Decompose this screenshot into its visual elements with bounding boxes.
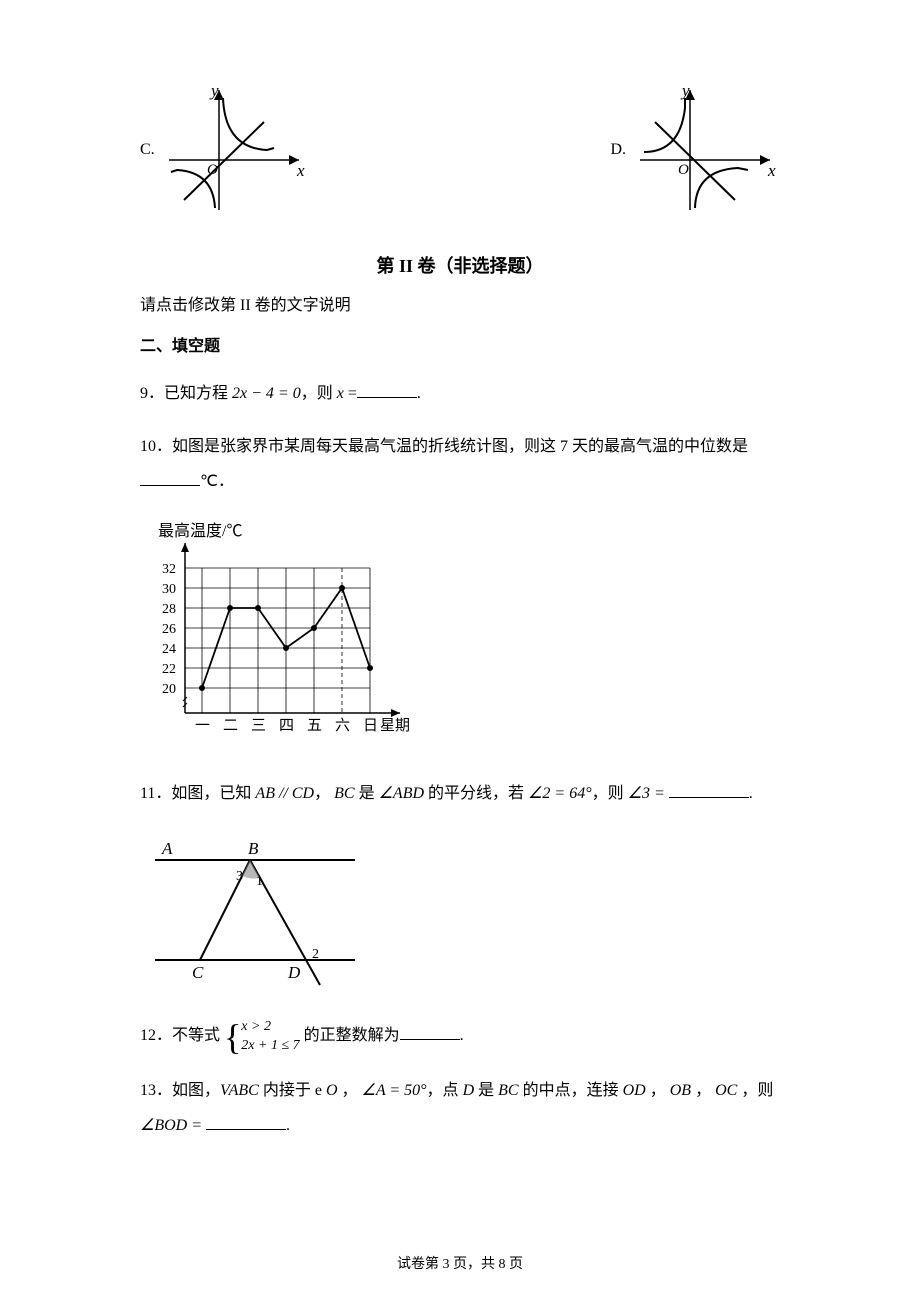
option-d-graph: y x O <box>630 80 780 220</box>
q13-oc: OC <box>715 1082 737 1099</box>
q9-expr: 2x − 4 = 0 <box>232 385 301 402</box>
svg-text:B: B <box>248 839 259 858</box>
q11-text-2: ， <box>314 785 334 802</box>
q12-blank <box>400 1021 460 1040</box>
temperature-chart: 最高温度/℃ 20 22 24 26 28 30 32 一 二 三 四 五 六 … <box>140 518 420 748</box>
q13-blank <box>206 1111 286 1130</box>
svg-text:六: 六 <box>335 717 350 734</box>
q12-text-1: 12．不等式 <box>140 1027 224 1044</box>
svg-text:3: 3 <box>236 869 243 884</box>
option-d: D. y x O <box>610 80 780 220</box>
svg-text:四: 四 <box>279 718 294 734</box>
q13-text-4: ，点 <box>427 1082 463 1099</box>
q13-text-8: ， <box>691 1082 715 1099</box>
svg-text:1: 1 <box>256 874 263 889</box>
svg-text:最高温度/℃: 最高温度/℃ <box>158 522 242 540</box>
q10-blank <box>140 467 200 486</box>
q11-seg1: AB // CD <box>255 785 314 802</box>
q13-od: OD <box>623 1082 646 1099</box>
q13-angleBOD: ∠BOD = <box>140 1117 206 1134</box>
option-c: C. y x O <box>140 80 309 220</box>
q9-text-3: = <box>344 385 357 402</box>
q13-text-3: ， <box>338 1082 362 1099</box>
q10-text-1: 10．如图是张家界市某周每天最高气温的折线统计图，则这 7 天的最高气温的中位数… <box>140 438 748 455</box>
svg-text:24: 24 <box>162 642 176 657</box>
svg-text:28: 28 <box>162 602 176 617</box>
svg-text:D: D <box>287 963 301 982</box>
q12-text-3: . <box>460 1027 464 1044</box>
options-row: C. y x O D. y x O <box>140 80 780 220</box>
q11-angle1: ∠ABD <box>379 785 424 802</box>
q13-text-9: ，则 <box>737 1082 773 1099</box>
svg-text:C: C <box>192 963 204 982</box>
q11-text-6: . <box>749 785 753 802</box>
svg-text:x: x <box>767 161 776 180</box>
svg-text:y: y <box>209 81 219 100</box>
svg-text:A: A <box>161 839 173 858</box>
parallel-lines-diagram: A B C D 3 1 2 <box>140 830 370 990</box>
svg-text:星期: 星期 <box>380 717 410 734</box>
fill-section-heading: 二、填空题 <box>140 333 780 362</box>
q13-seg: BC <box>498 1082 518 1099</box>
q13-text-6: 的中点，连接 <box>519 1082 623 1099</box>
svg-text:32: 32 <box>162 562 176 577</box>
svg-text:O: O <box>678 162 689 178</box>
q13-ptD: D <box>463 1082 475 1099</box>
section-2-instruction: 请点击修改第 II 卷的文字说明 <box>140 292 780 321</box>
q9-text-4: . <box>417 385 421 402</box>
q12-text-2: 的正整数解为 <box>300 1027 400 1044</box>
question-9: 9．已知方程 2x − 4 = 0，则 x =. <box>140 376 780 411</box>
q13-text-5: 是 <box>474 1082 498 1099</box>
section-2-title: 第 II 卷（非选择题） <box>140 250 780 282</box>
q13-text-10: . <box>286 1117 290 1134</box>
q11-angle2: ∠2 = 64° <box>528 785 592 802</box>
svg-text:20: 20 <box>162 682 176 697</box>
svg-text:三: 三 <box>251 718 266 734</box>
svg-text:一: 一 <box>195 718 210 734</box>
svg-text:日: 日 <box>363 718 378 734</box>
q11-seg2: BC <box>334 785 354 802</box>
svg-text:y: y <box>680 81 690 100</box>
option-c-label: C. <box>140 136 155 165</box>
svg-text:26: 26 <box>162 622 176 637</box>
q9-blank <box>357 379 417 398</box>
option-d-label: D. <box>610 136 626 165</box>
q13-angleA: ∠A = 50° <box>362 1082 427 1099</box>
svg-text:22: 22 <box>162 662 176 677</box>
q13-text-2: 内接于 e <box>259 1082 326 1099</box>
q13-text-7: ， <box>646 1082 670 1099</box>
option-c-graph: y x O <box>159 80 309 220</box>
q13-ob: OB <box>670 1082 691 1099</box>
question-12: 12．不等式 {x > 22x + 1 ≤ 7 的正整数解为. <box>140 1018 780 1055</box>
svg-text:30: 30 <box>162 582 176 597</box>
q9-var: x <box>337 385 344 402</box>
q12-inequality-system: {x > 22x + 1 ≤ 7 <box>224 1018 300 1054</box>
svg-text:2: 2 <box>312 947 319 962</box>
q13-tri: VABC <box>220 1082 259 1099</box>
question-11: 11．如图，已知 AB // CD， BC 是 ∠ABD 的平分线，若 ∠2 =… <box>140 776 780 811</box>
q12-line2: 2x + 1 ≤ 7 <box>241 1037 299 1055</box>
q13-circ: O <box>326 1082 338 1099</box>
q9-text-2: ，则 <box>301 385 337 402</box>
q11-angle3: ∠3 = <box>628 785 669 802</box>
q10-text-2: ℃． <box>200 473 234 490</box>
svg-text:二: 二 <box>223 718 238 734</box>
page-footer: 试卷第 3 页，共 8 页 <box>0 1252 920 1277</box>
svg-text:五: 五 <box>307 718 322 734</box>
q11-text-5: ，则 <box>592 785 628 802</box>
q11-blank <box>669 779 749 798</box>
question-10: 10．如图是张家界市某周每天最高气温的折线统计图，则这 7 天的最高气温的中位数… <box>140 429 780 499</box>
question-13: 13．如图，VABC 内接于 e O ， ∠A = 50°，点 D 是 BC 的… <box>140 1073 780 1143</box>
q11-text-3: 是 <box>355 785 379 802</box>
svg-text:x: x <box>296 161 305 180</box>
q13-text-1: 13．如图， <box>140 1082 220 1099</box>
q12-line1: x > 2 <box>241 1018 299 1036</box>
q11-text-1: 11．如图，已知 <box>140 785 255 802</box>
q10-chart: 最高温度/℃ 20 22 24 26 28 30 32 一 二 三 四 五 六 … <box>140 518 780 759</box>
q11-diagram: A B C D 3 1 2 <box>140 830 780 1001</box>
q9-text-1: 9．已知方程 <box>140 385 232 402</box>
q11-text-4: 的平分线，若 <box>424 785 528 802</box>
